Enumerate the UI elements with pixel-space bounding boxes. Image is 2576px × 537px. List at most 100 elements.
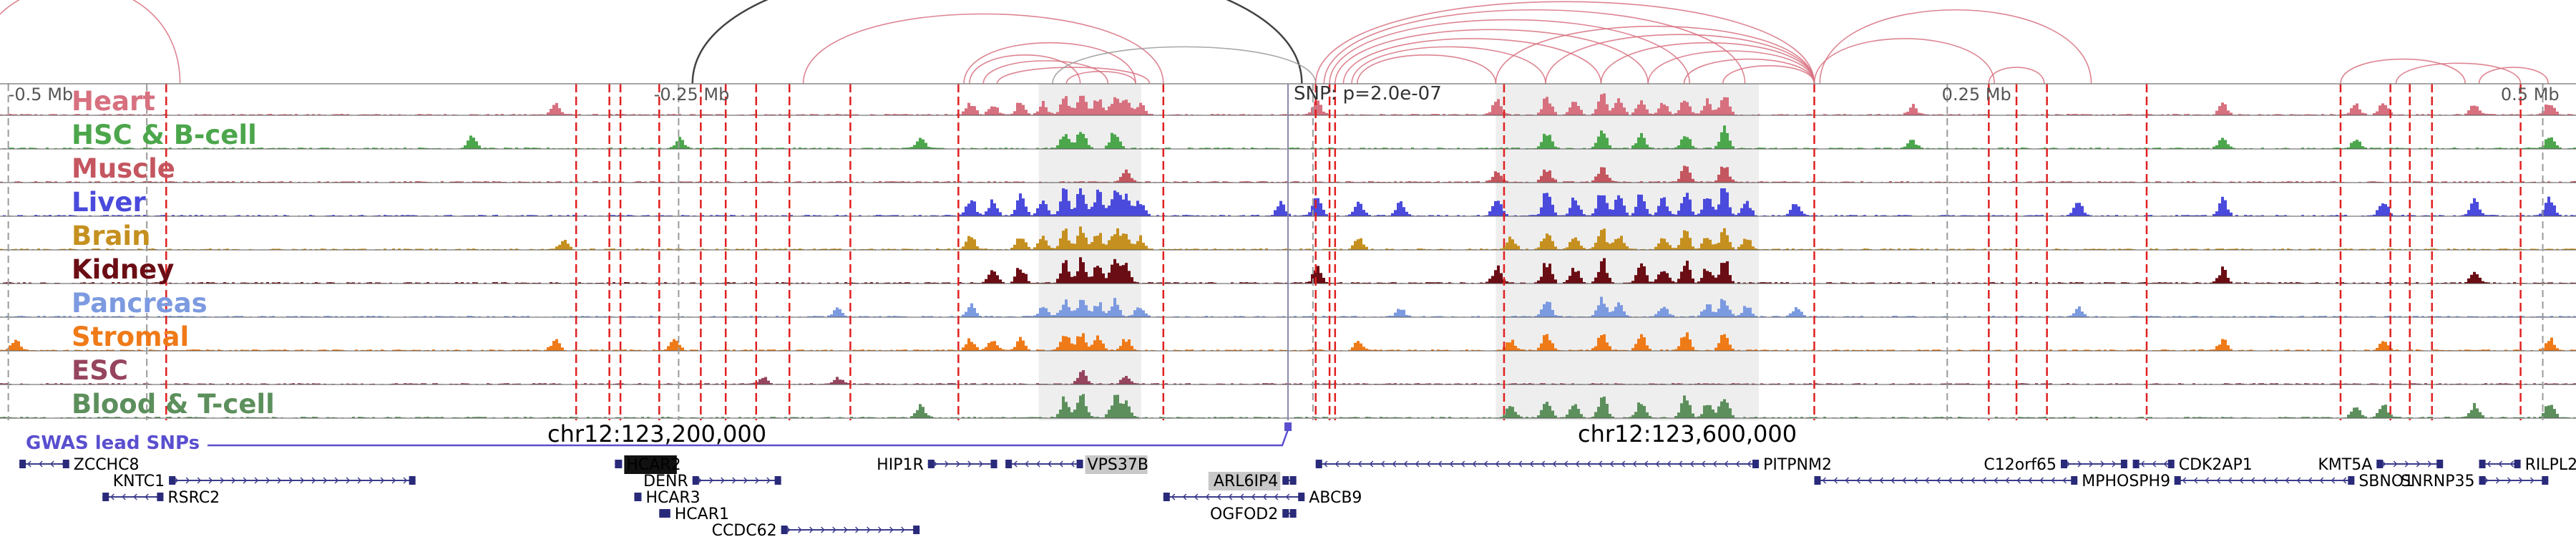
track-label-3: Liver <box>72 187 146 218</box>
highlight-shading <box>1038 84 1760 420</box>
strand-arrow <box>755 477 759 484</box>
gene-exon <box>615 460 623 468</box>
strand-arrow <box>1013 460 1018 468</box>
strand-arrow <box>844 526 848 533</box>
gene-label: ABCB9 <box>1309 489 1362 507</box>
strand-arrow <box>1285 493 1290 500</box>
strand-arrow <box>809 526 814 533</box>
strand-arrow <box>2216 477 2221 484</box>
interaction-arcs <box>0 0 2550 84</box>
gene-label: PITPNM2 <box>1763 456 1832 474</box>
strand-arrow <box>1239 493 1244 500</box>
strand-arrow <box>50 460 54 468</box>
strand-arrow <box>2005 477 2010 484</box>
gene-exon <box>927 460 935 468</box>
gene-exon <box>2479 460 2486 468</box>
strand-arrow <box>1609 460 1614 468</box>
axis-tick-label: -0.25 Mb <box>654 84 730 105</box>
top-axis: -0.5 Mb -0.25 Mb 0.25 Mb 0.5 Mb <box>0 83 2576 105</box>
strand-arrow <box>2404 460 2409 468</box>
strand-arrow <box>2509 460 2514 468</box>
strand-arrow <box>1586 460 1591 468</box>
gene-exon <box>169 476 176 485</box>
strand-arrow <box>231 477 236 484</box>
strand-arrow <box>1994 477 1999 484</box>
gene-label: KMT5A <box>2318 456 2372 474</box>
strand-arrow <box>2308 477 2313 484</box>
strand-arrow <box>979 460 983 468</box>
interaction-arc <box>691 0 1303 84</box>
strand-arrow <box>945 460 949 468</box>
strand-arrow <box>1890 477 1896 484</box>
gene-exon <box>1163 493 1170 501</box>
gene-exon <box>2120 460 2127 468</box>
strand-arrow <box>288 477 293 484</box>
highlight-region <box>1496 84 1760 420</box>
strand-arrow <box>2228 477 2233 484</box>
strand-arrow <box>197 477 202 484</box>
strand-arrow <box>2416 460 2421 468</box>
strand-arrow <box>2028 477 2033 484</box>
gene-label: CCDC62 <box>712 522 777 537</box>
gene-exon <box>2514 460 2521 468</box>
interaction-arc <box>2478 67 2550 84</box>
strand-arrow <box>1392 460 1397 468</box>
interaction-arc <box>1988 67 2045 84</box>
strand-arrow <box>1059 460 1063 468</box>
gene-exon <box>2542 476 2549 485</box>
strand-arrow <box>2518 477 2523 484</box>
gene-exon <box>781 526 788 534</box>
snp-label: SNP: p=2.0e-07 <box>1294 83 1442 105</box>
gene-highlight <box>624 455 677 474</box>
strand-arrow <box>1182 493 1187 500</box>
strand-arrow <box>1632 460 1637 468</box>
strand-arrow <box>1879 477 1884 484</box>
strand-arrow <box>2507 477 2512 484</box>
gene-label: ZCCHC8 <box>74 456 140 474</box>
strand-arrow <box>1868 477 1873 484</box>
gene-label: OGFOD2 <box>1210 505 1278 523</box>
interaction-arc <box>1722 64 1815 84</box>
strand-arrow <box>2250 477 2255 484</box>
gene-exon <box>409 476 416 485</box>
strand-arrow <box>2342 477 2347 484</box>
interaction-arc <box>1495 25 1815 84</box>
gene-label: HCAR2 <box>626 456 680 474</box>
strand-arrow <box>2193 477 2198 484</box>
strand-arrow <box>1036 460 1040 468</box>
strand-arrow <box>174 477 179 484</box>
snp-marker-lines: SNP: p=2.0e-07 <box>7 83 2544 420</box>
gene-exon <box>1289 509 1297 518</box>
strand-arrow <box>1262 493 1267 500</box>
gene-exon <box>1282 509 1289 518</box>
strand-arrow <box>1369 460 1374 468</box>
strand-arrow <box>1948 477 1953 484</box>
strand-arrow <box>2163 460 2168 468</box>
strand-arrow <box>1025 460 1029 468</box>
strand-arrow <box>2039 477 2044 484</box>
strand-arrow <box>1048 460 1052 468</box>
strand-arrow <box>277 477 282 484</box>
strand-arrow <box>2427 460 2432 468</box>
gene-label: DENR <box>643 473 688 490</box>
interaction-arc <box>969 54 1081 84</box>
strand-arrow <box>2051 477 2056 484</box>
region-label-left: chr12:123,200,000 <box>547 420 766 448</box>
strand-arrow <box>1216 493 1221 500</box>
strand-arrow <box>1171 493 1176 500</box>
strand-arrow <box>145 493 149 500</box>
strand-arrow <box>1552 460 1557 468</box>
gene-exon <box>1289 476 1297 485</box>
interaction-arc <box>1356 54 1497 84</box>
track-label-0: Heart <box>72 86 155 117</box>
strand-arrow <box>1380 460 1385 468</box>
strand-arrow <box>1415 460 1420 468</box>
track-label-1: HSC & B-cell <box>72 120 257 150</box>
strand-arrow <box>1925 477 1930 484</box>
strand-arrow <box>1472 460 1477 468</box>
strand-arrow <box>2100 460 2105 468</box>
strand-arrow <box>1205 493 1210 500</box>
strand-arrow <box>967 460 972 468</box>
gene-exon <box>2436 460 2444 468</box>
